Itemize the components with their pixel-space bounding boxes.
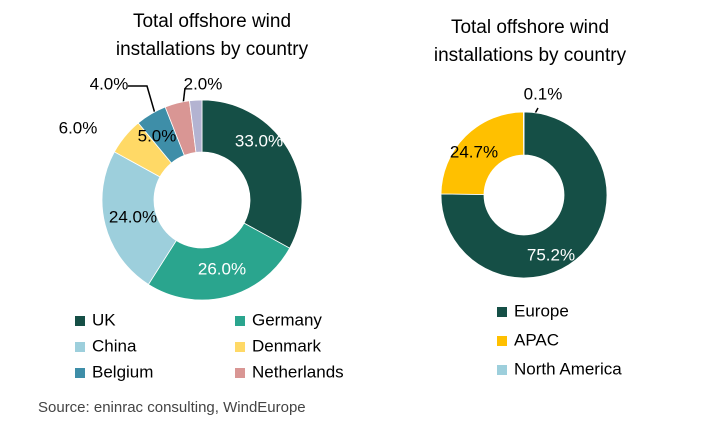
legend-label: Netherlands	[252, 362, 344, 381]
slice	[440, 111, 525, 195]
legend-label: Belgium	[92, 362, 153, 381]
legend-swatch	[497, 307, 507, 317]
data-label: 0.1%	[524, 84, 563, 103]
source: Source: eninrac consulting, WindEurope	[38, 399, 306, 416]
data-label: 26.0%	[198, 259, 246, 278]
legend-label: North America	[514, 359, 622, 378]
chart-title: installations by country	[116, 39, 309, 60]
slice	[201, 99, 303, 249]
legend-label: UK	[92, 310, 116, 329]
legend-swatch	[235, 342, 245, 352]
data-label: 33.0%	[235, 131, 283, 150]
chart-title: installations by country	[434, 45, 627, 66]
legend-label: Denmark	[252, 336, 321, 355]
chart-title: Total offshore wind	[451, 17, 609, 38]
slice	[189, 99, 203, 153]
legend-swatch	[75, 316, 85, 326]
legend-swatch	[75, 368, 85, 378]
legend-swatch	[497, 365, 507, 375]
chart-title: Total offshore wind	[133, 11, 291, 32]
slice	[101, 151, 177, 285]
slice	[440, 111, 608, 279]
legend-swatch	[235, 368, 245, 378]
slice	[147, 222, 291, 301]
legend-label: Europe	[514, 301, 569, 320]
leader-line	[128, 85, 159, 125]
legend-swatch	[75, 342, 85, 352]
data-label: 24.0%	[109, 207, 157, 226]
legend-label: Germany	[252, 310, 322, 329]
data-label: 2.0%	[184, 74, 223, 93]
legend-swatch	[497, 336, 507, 346]
data-label: 24.7%	[450, 142, 498, 161]
legend-label: APAC	[514, 330, 559, 349]
data-label: 6.0%	[59, 118, 98, 137]
data-label: 75.2%	[527, 245, 575, 264]
data-label: 5.0%	[138, 126, 177, 145]
legend-swatch	[235, 316, 245, 326]
slice	[523, 111, 525, 156]
data-label: 4.0%	[90, 74, 129, 93]
legend-label: China	[92, 336, 137, 355]
